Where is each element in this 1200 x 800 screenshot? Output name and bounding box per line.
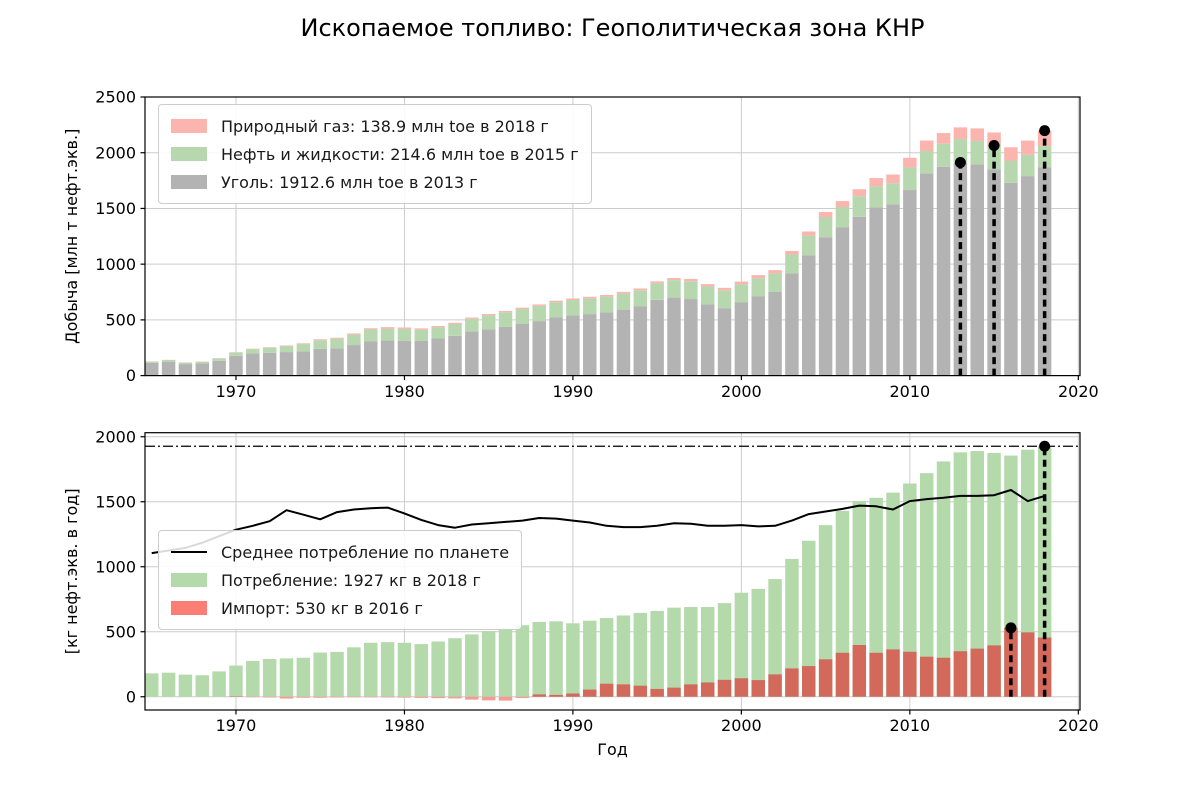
- svg-text:500: 500: [105, 622, 136, 641]
- svg-text:2000: 2000: [95, 427, 136, 446]
- svg-text:1500: 1500: [95, 492, 136, 511]
- svg-text:[кг нефт.экв. в год]: [кг нефт.экв. в год]: [62, 488, 81, 654]
- svg-text:1980: 1980: [384, 716, 425, 735]
- gas-legend-swatch: [171, 119, 207, 133]
- world-average-line-swatch: [171, 551, 207, 553]
- svg-text:2000: 2000: [721, 382, 762, 401]
- legend-item-consumption: Потребление: 1927 кг в 2018 г: [171, 566, 509, 594]
- svg-text:1970: 1970: [216, 382, 257, 401]
- svg-text:1000: 1000: [95, 255, 136, 274]
- svg-text:2000: 2000: [721, 716, 762, 735]
- svg-text:2010: 2010: [889, 716, 930, 735]
- figure-title: Ископаемое топливо: Геополитическая зона…: [300, 14, 925, 42]
- svg-text:0: 0: [126, 687, 136, 706]
- svg-text:2020: 2020: [1058, 716, 1099, 735]
- legend-item-coal: Уголь: 1912.6 млн toe в 2013 г: [171, 168, 579, 196]
- oil-legend-label: Нефть и жидкости: 214.6 млн toe в 2015 г: [221, 144, 579, 164]
- world-average-legend-label: Среднее потребление по планете: [221, 542, 510, 562]
- coal-legend-label: Уголь: 1912.6 млн toe в 2013 г: [221, 172, 478, 192]
- consumption-legend: Среднее потребление по планете Потреблен…: [158, 530, 523, 630]
- svg-text:1000: 1000: [95, 557, 136, 576]
- legend-item-import: Импорт: 530 кг в 2016 г: [171, 594, 509, 622]
- svg-text:1990: 1990: [553, 716, 594, 735]
- legend-item-oil: Нефть и жидкости: 214.6 млн toe в 2015 г: [171, 140, 579, 168]
- svg-text:2500: 2500: [95, 88, 136, 107]
- consumption-legend-label: Потребление: 1927 кг в 2018 г: [221, 570, 481, 590]
- import-legend-swatch: [171, 601, 207, 615]
- oil-legend-swatch: [171, 147, 207, 161]
- consumption-plot: 0 500 1000 1500 2000 1970 1980 1990 2000 2010 2020…: [62, 427, 1099, 759]
- svg-text:2020: 2020: [1058, 382, 1099, 401]
- coal-legend-swatch: [171, 175, 207, 189]
- svg-text:Добыча [млн т нефт.экв.]: Добыча [млн т нефт.экв.]: [62, 129, 81, 344]
- production-legend: Природный газ: 138.9 млн toe в 2018 г Не…: [158, 104, 592, 204]
- svg-text:500: 500: [105, 310, 136, 329]
- consumption-legend-swatch: [171, 573, 207, 587]
- svg-text:2010: 2010: [889, 382, 930, 401]
- svg-text:2000: 2000: [95, 143, 136, 162]
- production-plot: 0 500 1000 1500 2000 2500 1970 1980 1990 2000 2010…: [62, 88, 1099, 401]
- svg-text:Год: Год: [597, 740, 628, 759]
- gas-legend-label: Природный газ: 138.9 млн toe в 2018 г: [221, 116, 549, 136]
- svg-text:1500: 1500: [95, 199, 136, 218]
- legend-item-gas: Природный газ: 138.9 млн toe в 2018 г: [171, 112, 579, 140]
- import-legend-label: Импорт: 530 кг в 2016 г: [221, 598, 423, 618]
- legend-item-world-average: Среднее потребление по планете: [171, 538, 509, 566]
- svg-text:1990: 1990: [553, 382, 594, 401]
- svg-text:1970: 1970: [216, 716, 257, 735]
- svg-text:1980: 1980: [384, 382, 425, 401]
- svg-text:0: 0: [126, 366, 136, 385]
